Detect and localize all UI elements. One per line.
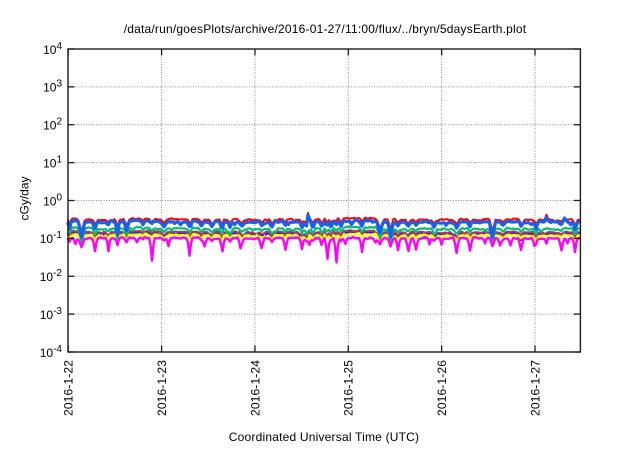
svg-text:2016-1-27: 2016-1-27	[528, 360, 542, 416]
svg-text:Coordinated Universal Time (UT: Coordinated Universal Time (UTC)	[229, 430, 419, 444]
svg-text:2016-1-24: 2016-1-24	[248, 360, 262, 416]
svg-text:/data/run/goesPlots/archive/20: /data/run/goesPlots/archive/2016-01-27/1…	[124, 22, 527, 36]
svg-text:2016-1-23: 2016-1-23	[155, 360, 169, 416]
svg-text:2016-1-26: 2016-1-26	[435, 360, 449, 416]
svg-text:2016-1-22: 2016-1-22	[62, 360, 76, 416]
svg-text:2016-1-25: 2016-1-25	[342, 360, 356, 416]
svg-text:cGy/day: cGy/day	[18, 176, 32, 220]
